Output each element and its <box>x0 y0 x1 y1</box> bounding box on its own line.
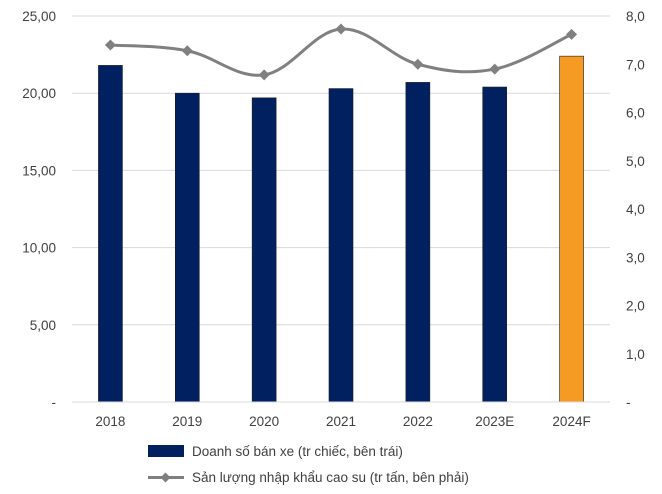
y-right-tick-label: - <box>626 395 631 410</box>
legend-line-swatch <box>148 471 184 483</box>
bar-2021 <box>328 88 354 403</box>
y-left-tick-label: 20,00 <box>22 86 56 101</box>
y-axis-right-labels: - 1,0 2,0 3,0 4,0 5,0 6,0 7,0 8,0 <box>626 9 645 410</box>
x-tick-label: 2019 <box>172 414 202 429</box>
y-right-tick-label: 2,0 <box>626 299 645 314</box>
bar-2018 <box>98 65 123 403</box>
y-left-tick-label: 5,00 <box>30 318 56 333</box>
y-axis-left-labels: - 5,00 10,00 15,00 20,00 25,00 <box>22 9 56 410</box>
legend-item-line: Sản lượng nhập khẩu cao su (tr tấn, bên … <box>148 464 469 490</box>
bar-2019 <box>174 92 200 403</box>
y-right-tick-label: 6,0 <box>626 106 645 121</box>
line-marker-2024F <box>566 28 578 40</box>
y-right-tick-label: 4,0 <box>626 202 645 217</box>
x-tick-label: 2023E <box>475 414 514 429</box>
y-right-tick-label: 8,0 <box>626 9 645 24</box>
x-tick-label: 2022 <box>403 414 433 429</box>
line-marker-2021 <box>335 23 347 35</box>
y-right-tick-label: 5,0 <box>626 154 645 169</box>
bar-2020 <box>251 97 277 403</box>
x-axis-labels: 2018 2019 2020 2021 2022 2023E 2024F <box>95 414 590 429</box>
bars <box>98 55 584 403</box>
line-marker-2023E <box>489 63 501 75</box>
rubber-import-line <box>110 27 573 77</box>
y-left-tick-label: 15,00 <box>22 163 56 178</box>
y-right-tick-label: 7,0 <box>626 57 645 72</box>
line-marker-2018 <box>104 39 116 51</box>
bar-2022 <box>405 82 431 403</box>
x-tick-label: 2020 <box>249 414 279 429</box>
line-markers <box>104 23 578 81</box>
legend-bar-swatch <box>148 445 184 457</box>
bar-2024F <box>559 55 584 403</box>
bar-2023E <box>482 86 508 403</box>
x-tick-label: 2018 <box>95 414 125 429</box>
x-tick-label: 2024F <box>552 414 590 429</box>
x-tick-label: 2021 <box>326 414 356 429</box>
y-left-tick-label: 25,00 <box>22 9 56 24</box>
line-marker-2022 <box>412 58 424 70</box>
legend-bar-label: Doanh số bán xe (tr chiếc, bên trái) <box>192 443 403 459</box>
legend: Doanh số bán xe (tr chiếc, bên trái) Sản… <box>148 438 469 490</box>
legend-item-bar: Doanh số bán xe (tr chiếc, bên trái) <box>148 438 469 464</box>
y-left-tick-label: 10,00 <box>22 241 56 256</box>
line-marker-2020 <box>258 69 270 81</box>
y-right-tick-label: 3,0 <box>626 250 645 265</box>
legend-line-label: Sản lượng nhập khẩu cao su (tr tấn, bên … <box>192 469 469 485</box>
line-marker-2019 <box>181 45 193 57</box>
y-left-tick-label: - <box>52 395 57 410</box>
y-right-tick-label: 1,0 <box>626 347 645 362</box>
